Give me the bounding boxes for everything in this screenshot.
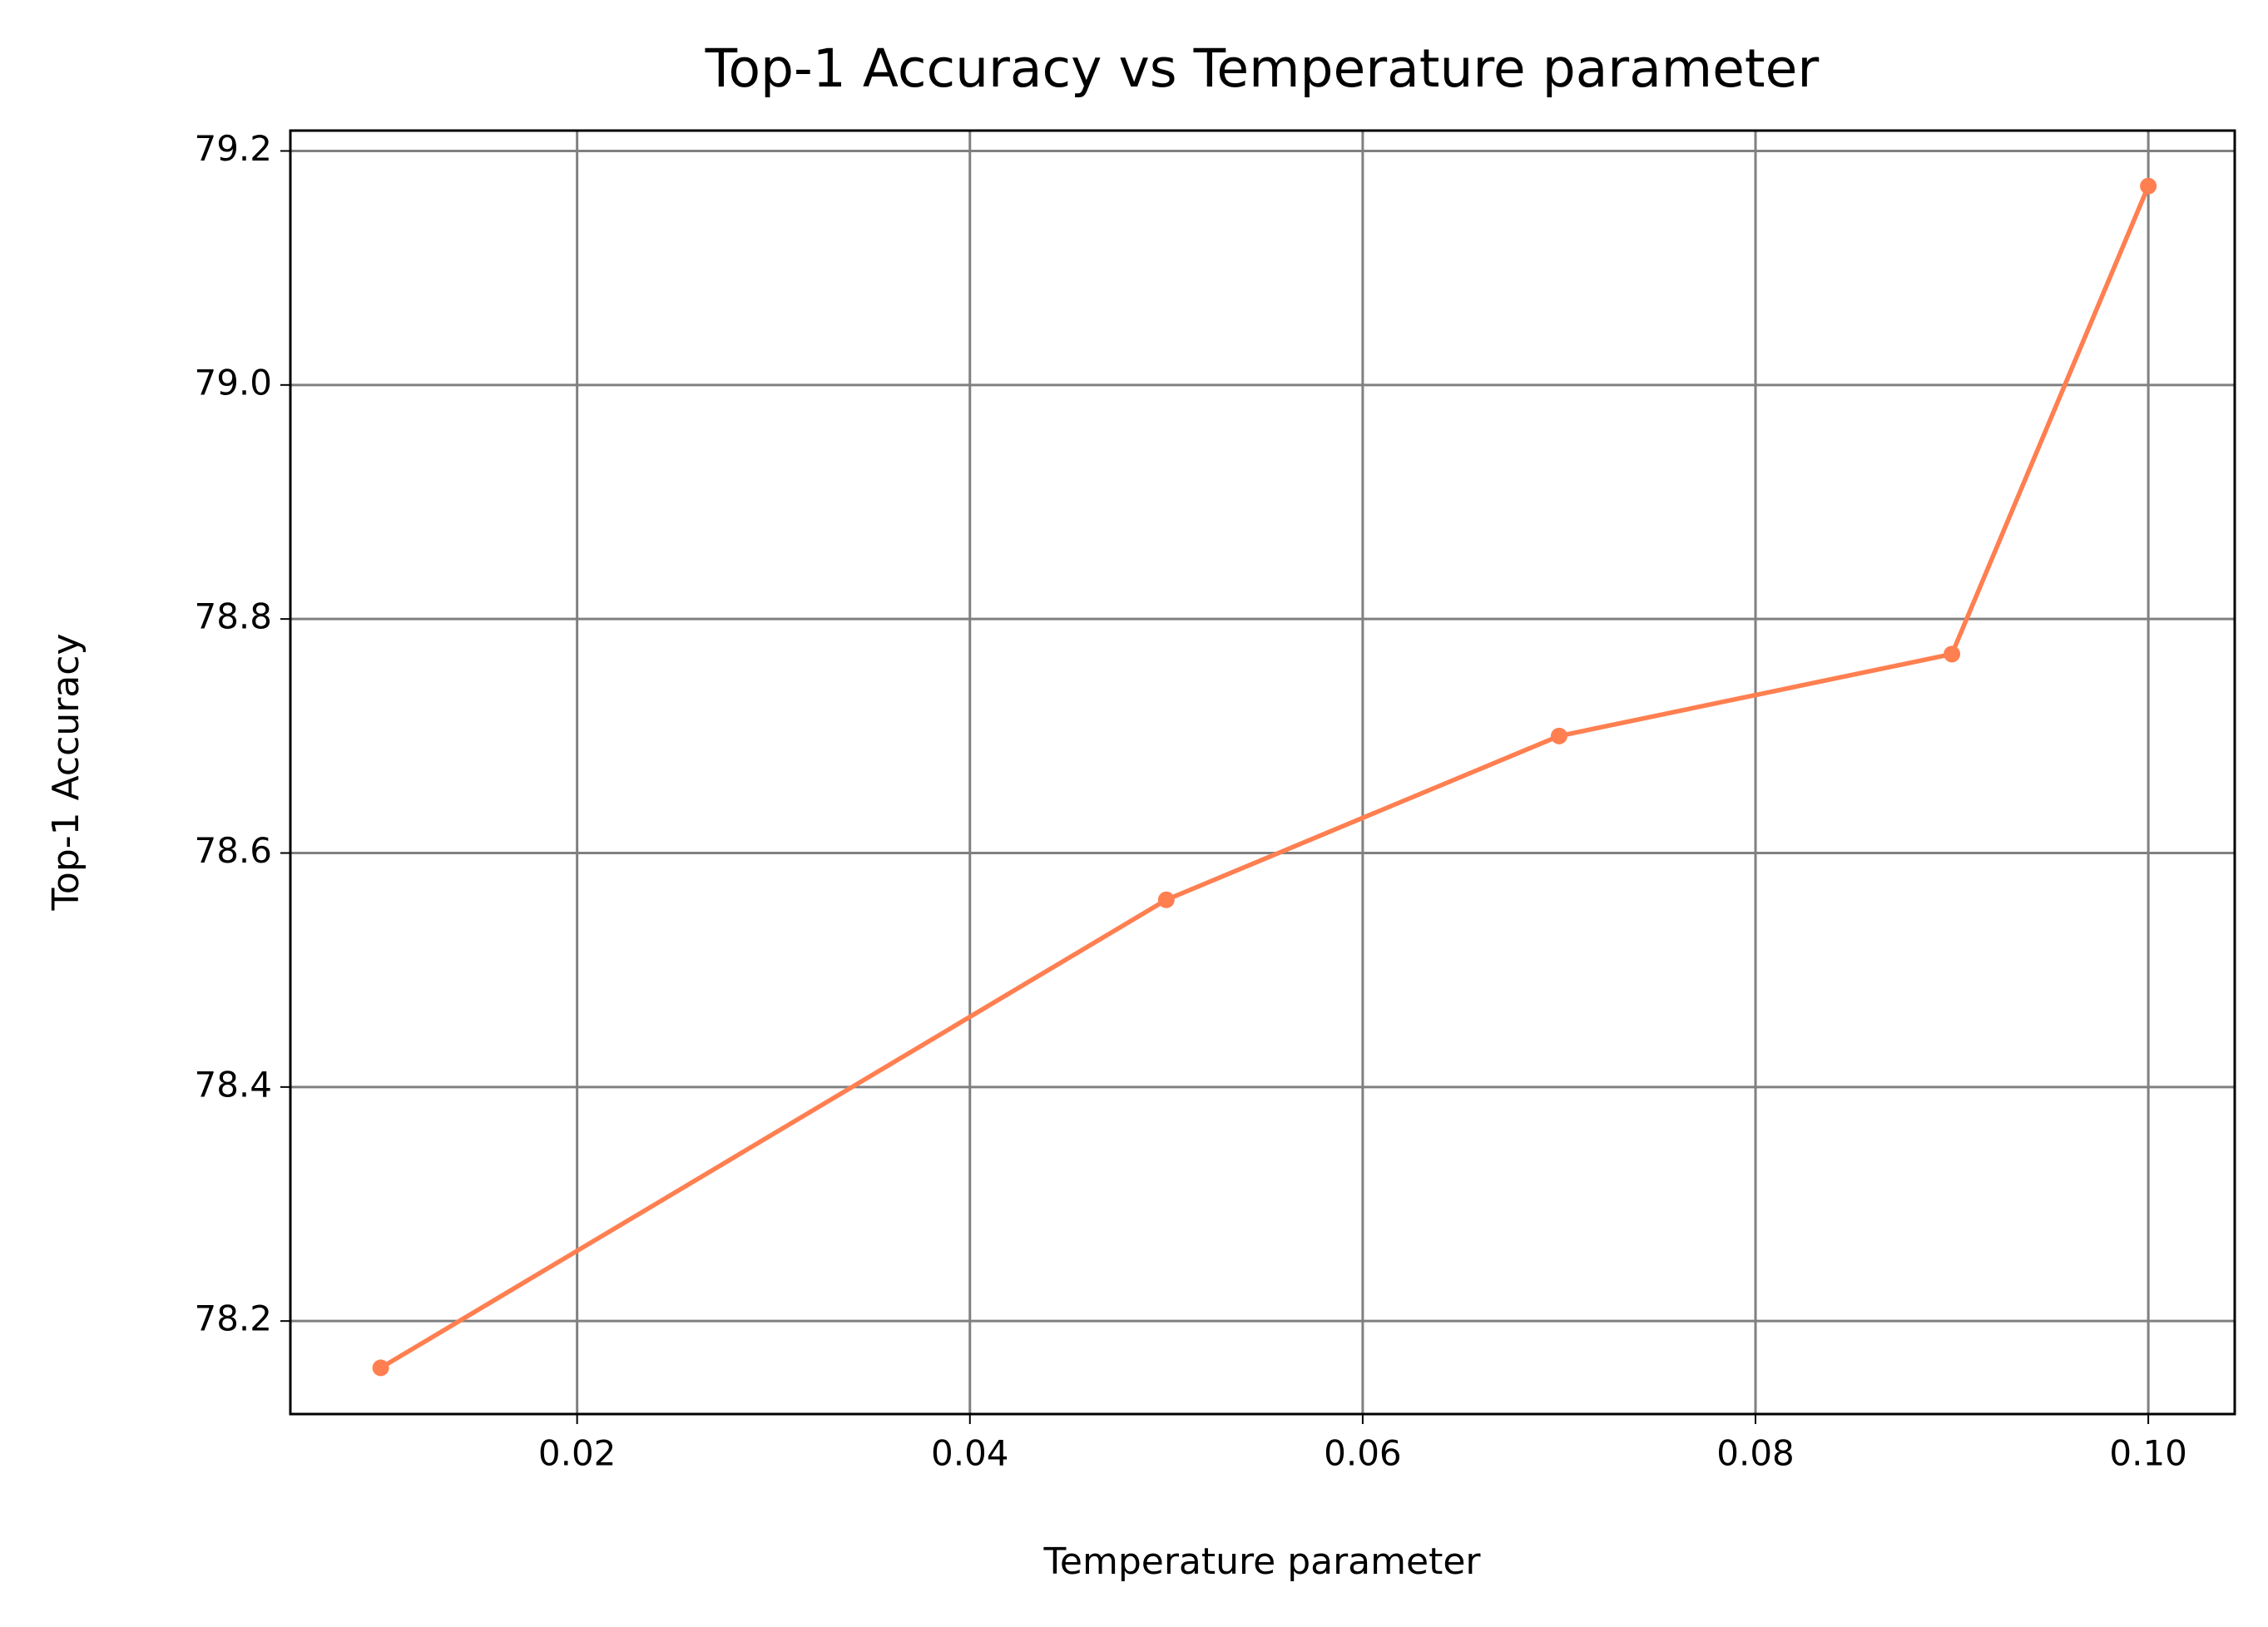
y-tick-label: 78.8 (194, 596, 272, 637)
data-line (379, 185, 2151, 1370)
y-tick-label: 78.2 (194, 1298, 272, 1339)
y-tick-label: 78.4 (194, 1064, 272, 1105)
chart-title: Top-1 Accuracy vs Temperature parameter (705, 38, 1820, 99)
y-tick-label: 79.0 (194, 362, 272, 403)
plot-frame (289, 129, 2236, 1416)
x-tick-label: 0.10 (2109, 1433, 2187, 1474)
data-point (372, 1359, 389, 1377)
y-tick-label: 79.2 (194, 128, 272, 169)
x-tick-label: 0.04 (931, 1433, 1009, 1474)
x-tick-label: 0.06 (1324, 1433, 1402, 1474)
data-point (1550, 727, 1567, 744)
y-tick-label: 78.6 (194, 830, 272, 871)
y-axis-label: Top-1 Accuracy (45, 634, 87, 912)
x-tick-label: 0.08 (1716, 1433, 1795, 1474)
x-axis-label: Temperature parameter (1043, 1540, 1482, 1583)
x-tick-label: 0.02 (538, 1433, 617, 1474)
data-point (1944, 645, 1961, 663)
data-point (1157, 891, 1175, 908)
data-point (2140, 177, 2157, 195)
